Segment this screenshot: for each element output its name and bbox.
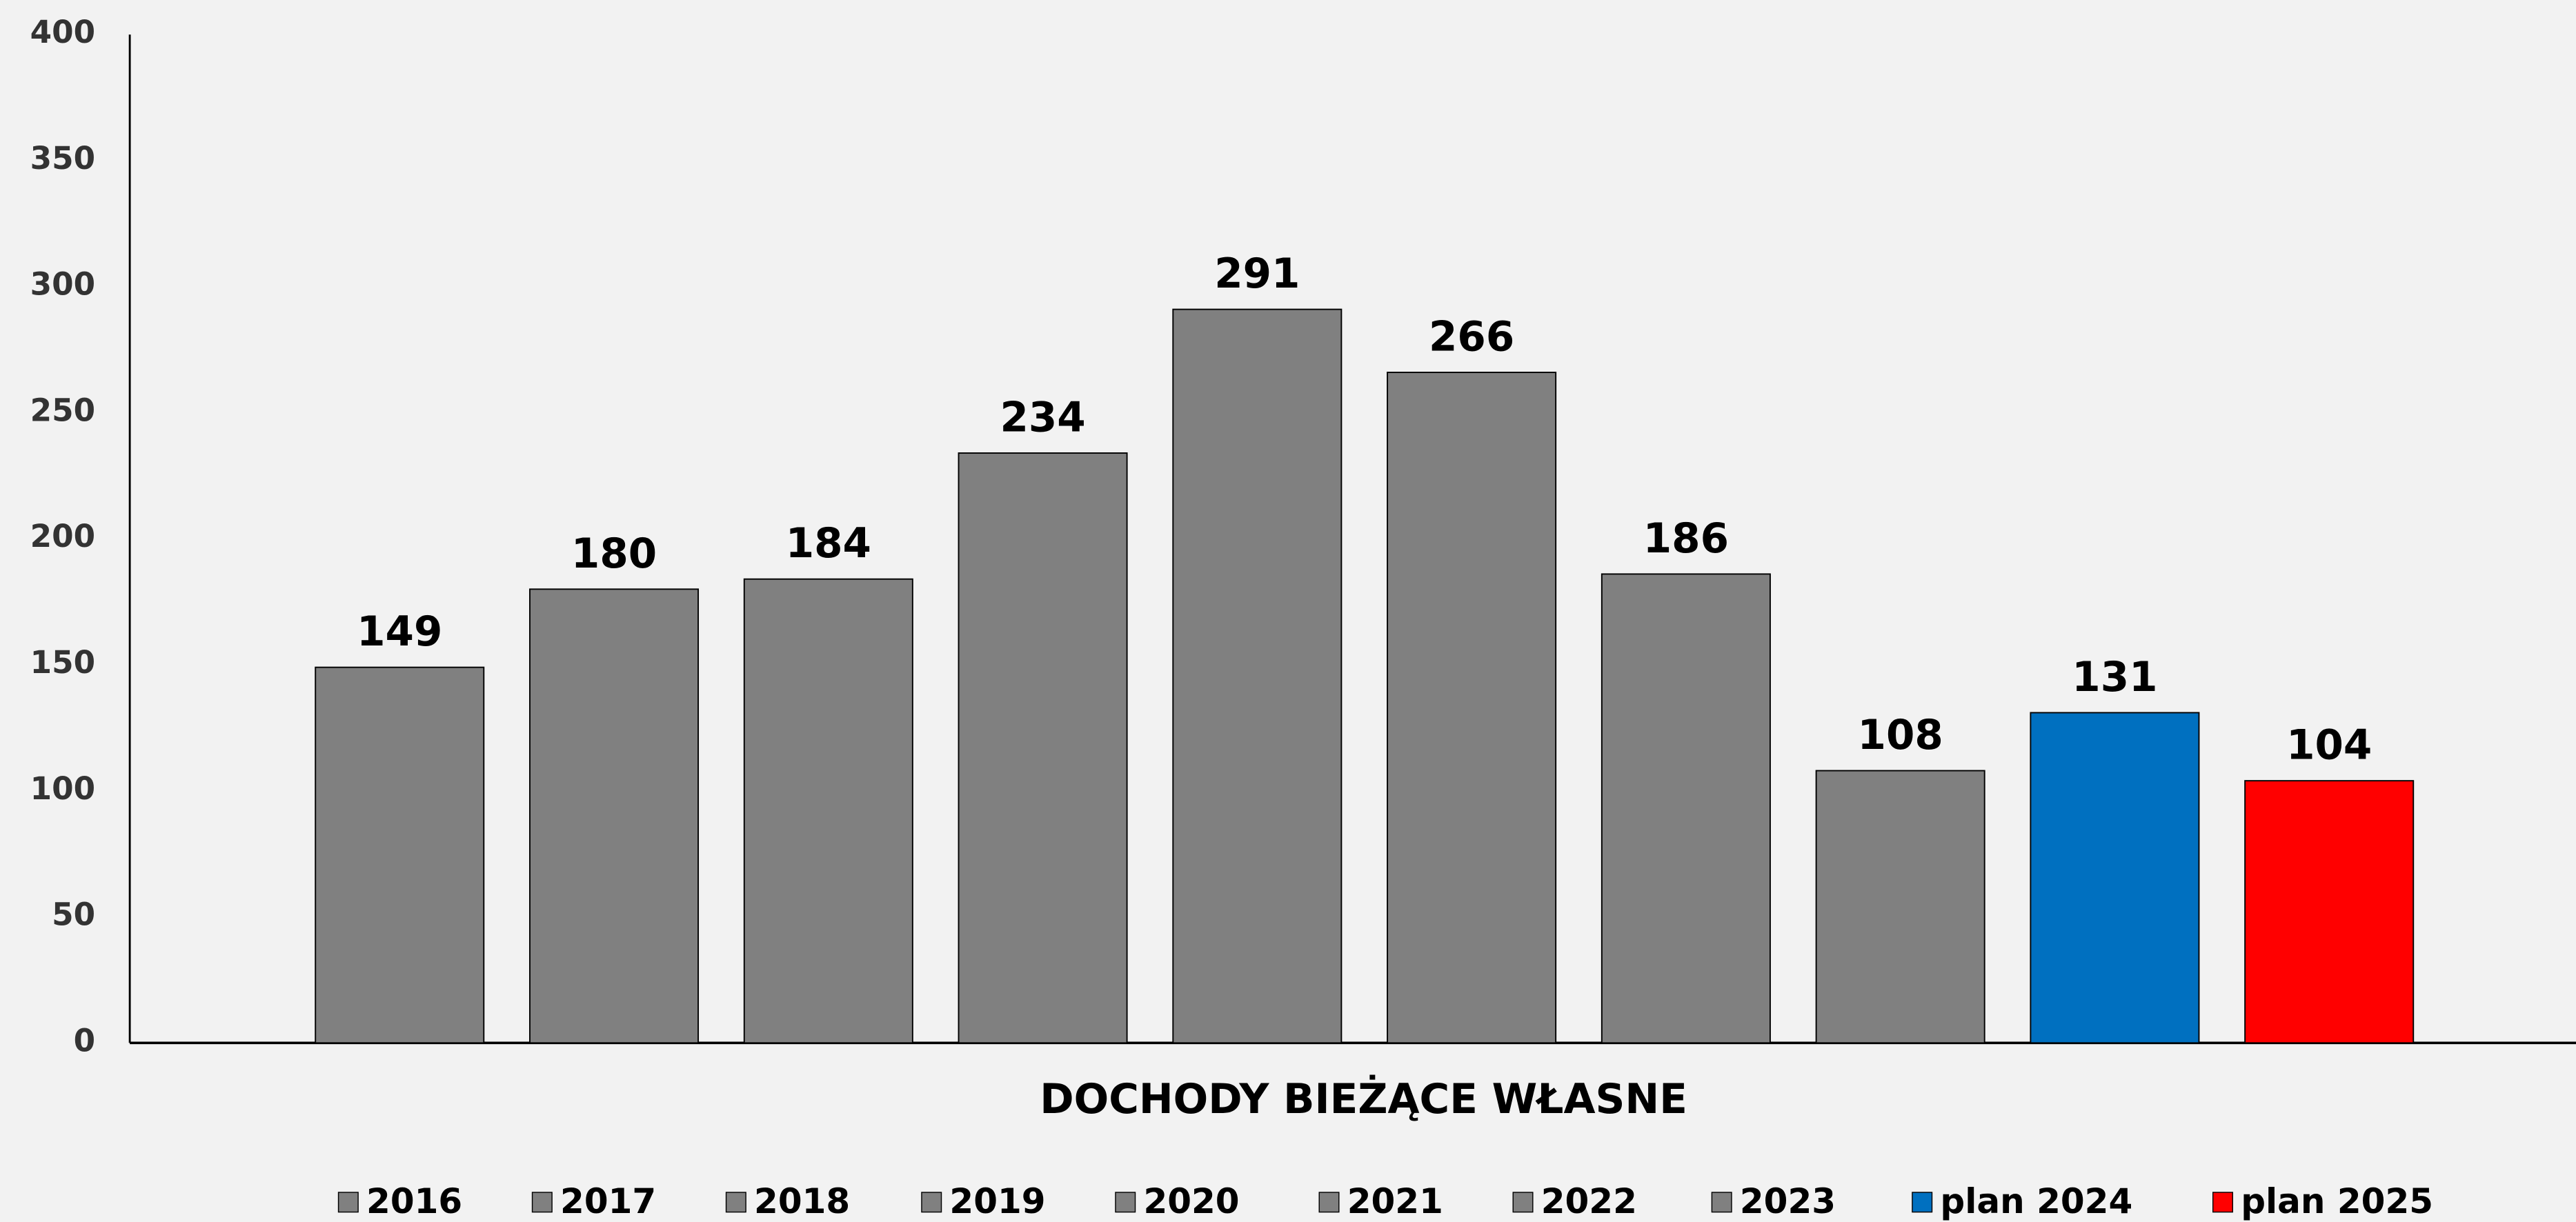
data-label: 104 <box>2286 722 2372 770</box>
bar <box>743 578 913 1044</box>
bar <box>529 588 700 1044</box>
data-label: 149 <box>357 608 442 656</box>
legend-swatch <box>921 1192 942 1213</box>
legend-swatch <box>531 1192 553 1213</box>
bar <box>2244 780 2415 1044</box>
data-label: 266 <box>1429 313 1514 361</box>
data-label: 184 <box>786 520 871 568</box>
y-tick-label: 300 <box>30 266 95 303</box>
y-tick-label: 100 <box>30 770 95 807</box>
bar <box>2030 712 2200 1044</box>
legend-label: 2016 <box>366 1181 462 1221</box>
y-tick-label: 200 <box>30 518 95 554</box>
legend-label: 2020 <box>1143 1181 1239 1221</box>
bar <box>1172 308 1343 1044</box>
data-label: 180 <box>571 530 657 578</box>
y-tick-label: 400 <box>30 14 95 50</box>
bar <box>1601 573 1771 1044</box>
legend-swatch <box>1115 1192 1136 1213</box>
legend-label: 2023 <box>1740 1181 1836 1221</box>
legend-swatch <box>1711 1192 1732 1213</box>
legend-label: 2019 <box>949 1181 1045 1221</box>
x-category-label: DOCHODY BIEŻĄCE WŁASNE <box>1040 1075 1687 1123</box>
legend-swatch <box>2212 1192 2234 1213</box>
legend-label: plan 2024 <box>1940 1181 2132 1221</box>
data-label: 186 <box>1643 515 1729 563</box>
bar <box>315 666 485 1044</box>
legend-swatch <box>337 1192 359 1213</box>
bar <box>1387 372 1557 1044</box>
y-tick-label: 350 <box>30 140 95 177</box>
y-tick-label: 150 <box>30 644 95 681</box>
legend-swatch <box>1318 1192 1340 1213</box>
data-label: 108 <box>1858 712 1943 759</box>
legend-label: plan 2025 <box>2241 1181 2433 1221</box>
data-label: 234 <box>1000 394 1085 441</box>
legend-label: 2017 <box>560 1181 656 1221</box>
data-label: 131 <box>2072 654 2157 701</box>
legend-swatch <box>725 1192 746 1213</box>
data-label: 291 <box>1214 250 1300 298</box>
legend-label: 2021 <box>1347 1181 1443 1221</box>
y-tick-label: 50 <box>52 897 95 933</box>
legend-label: 2022 <box>1541 1181 1637 1221</box>
bar <box>1815 770 1985 1044</box>
y-tick-label: 250 <box>30 392 95 428</box>
y-tick-label: 0 <box>74 1022 95 1059</box>
bar <box>958 452 1128 1044</box>
legend-swatch <box>1912 1192 1933 1213</box>
legend-label: 2018 <box>754 1181 850 1221</box>
legend-swatch <box>1512 1192 1534 1213</box>
